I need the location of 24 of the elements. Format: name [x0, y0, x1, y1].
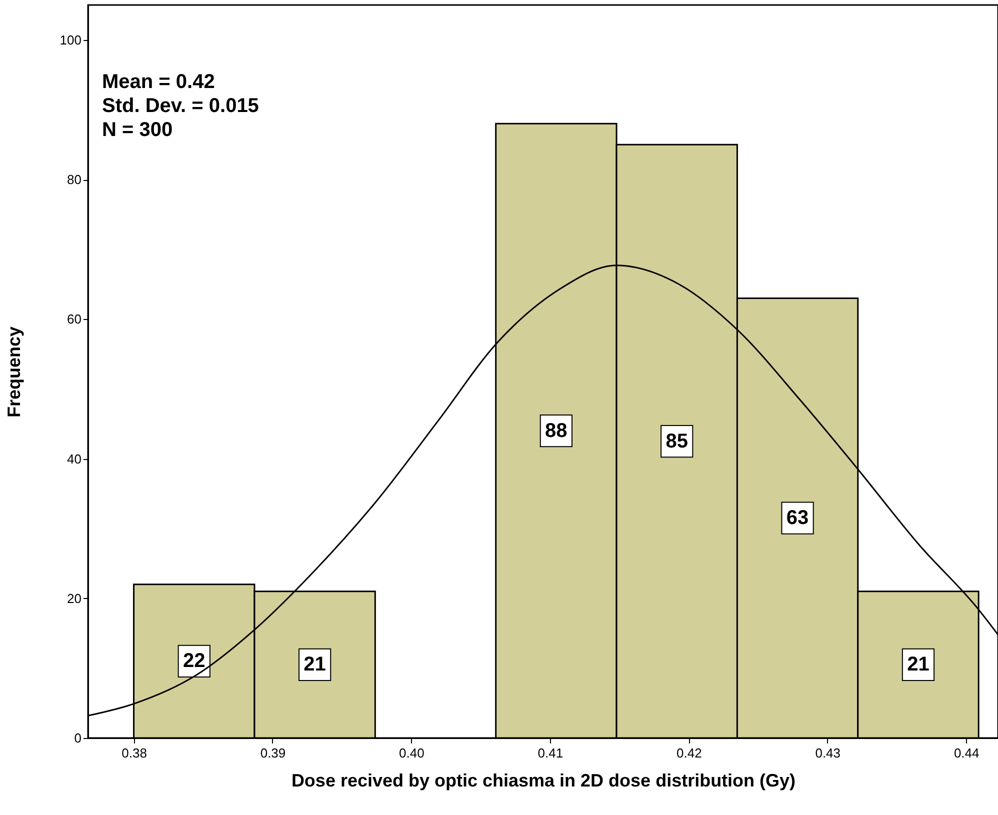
data-label: 88: [545, 420, 568, 442]
y-tick-label: 60: [67, 312, 82, 327]
data-label: 22: [182, 650, 206, 672]
x-tick-label: 0.44: [954, 746, 980, 760]
x-tick-label: 0.43: [815, 746, 841, 760]
x-tick-label: 0.42: [676, 746, 702, 760]
data-label: 85: [666, 430, 688, 452]
x-tick-label: 0.38: [122, 746, 147, 760]
y-tick-label: 0: [74, 730, 82, 746]
data-label: 63: [786, 507, 809, 530]
x-tick-label: 0.41: [538, 746, 564, 760]
y-tick-label: 80: [67, 172, 82, 188]
y-tick-label: 100: [60, 32, 82, 48]
y-axis-title: Frequency: [4, 326, 24, 418]
data-label: 21: [304, 654, 326, 676]
annotation: N = 300: [102, 119, 173, 141]
annotation: Std. Dev. = 0.015: [102, 95, 259, 117]
x-axis-title: Dose recived by optic chiasma in 2D dose distribution (Gy): [291, 770, 796, 790]
x-tick-label: 0.39: [260, 746, 286, 760]
y-tick-label: 20: [67, 590, 82, 606]
data-label: 21: [907, 654, 930, 676]
annotation: Mean = 0.42: [102, 71, 215, 93]
y-tick-label: 40: [67, 451, 82, 466]
x-tick-label: 0.40: [399, 746, 424, 760]
